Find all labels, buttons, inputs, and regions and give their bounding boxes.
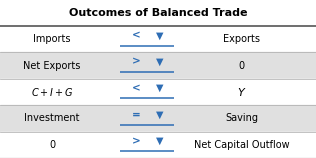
Text: Net Exports: Net Exports [23, 61, 81, 71]
Text: 0: 0 [239, 61, 245, 71]
Text: ▼: ▼ [156, 83, 163, 93]
Bar [0, 52, 316, 79]
Bar [0, 26, 316, 52]
Text: =: = [131, 109, 140, 119]
Text: <: < [131, 83, 140, 93]
Text: Exports: Exports [223, 34, 260, 44]
Text: <: < [131, 30, 140, 40]
Bar [0, 105, 316, 132]
Text: Net Capital Outflow: Net Capital Outflow [194, 140, 289, 150]
Text: $C + I + G$: $C + I + G$ [31, 86, 74, 98]
Text: ▼: ▼ [156, 57, 163, 67]
Text: $\it{Y}$: $\it{Y}$ [237, 86, 246, 98]
Text: Saving: Saving [225, 113, 258, 123]
Text: Investment: Investment [24, 113, 80, 123]
Text: Imports: Imports [33, 34, 71, 44]
Bar [0, 0, 316, 26]
Text: Outcomes of Balanced Trade: Outcomes of Balanced Trade [69, 8, 247, 18]
Text: >: > [131, 57, 140, 67]
Bar [0, 79, 316, 105]
Bar [0, 132, 316, 158]
Text: ▼: ▼ [156, 136, 163, 146]
Text: ▼: ▼ [156, 109, 163, 119]
Text: ▼: ▼ [156, 30, 163, 40]
Text: 0: 0 [49, 140, 55, 150]
Text: >: > [131, 136, 140, 146]
